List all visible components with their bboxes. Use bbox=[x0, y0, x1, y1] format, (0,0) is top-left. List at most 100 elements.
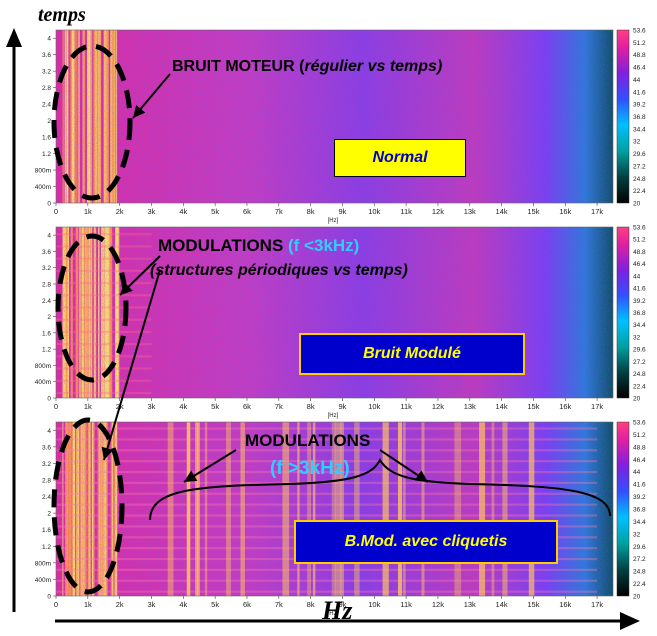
x-tick-label: 4k bbox=[179, 600, 187, 609]
modulation-stripe bbox=[56, 568, 598, 572]
mod-high-arrow-left-head bbox=[184, 470, 198, 482]
panel-frame bbox=[55, 421, 614, 597]
colorbar-tick: 53.6 bbox=[633, 225, 646, 232]
high-freq-band bbox=[354, 422, 360, 596]
y-tick-label: 0 bbox=[47, 594, 51, 601]
x-tick-label: 17k bbox=[591, 600, 603, 609]
modulation-stripe bbox=[56, 306, 152, 309]
high-freq-band bbox=[528, 422, 535, 596]
x-tick-label: 13k bbox=[464, 600, 476, 609]
x-tick-label: 12k bbox=[432, 402, 444, 411]
x-unit-label: [Hz] bbox=[328, 218, 339, 224]
colorbar-tick: 53.6 bbox=[633, 420, 646, 427]
x-tick-label: 3k bbox=[148, 207, 156, 216]
modulation-stripe bbox=[56, 343, 152, 346]
colorbar-tick: 24.8 bbox=[633, 176, 646, 183]
y-tick-label: 3.6 bbox=[42, 249, 51, 256]
colorbar-tick: 27.2 bbox=[633, 556, 646, 563]
x-tick-label: 7k bbox=[275, 207, 283, 216]
colorbar-tick: 46.4 bbox=[633, 457, 646, 464]
colorbar-tick: 36.8 bbox=[633, 114, 646, 121]
colorbar-tick: 39.2 bbox=[633, 298, 646, 305]
colorbar-tick: 51.2 bbox=[633, 40, 646, 47]
colorbar-tick: 29.6 bbox=[633, 151, 646, 158]
colorbar-tick: 41.6 bbox=[633, 89, 646, 96]
colorbar bbox=[616, 226, 630, 399]
high-freq-band bbox=[331, 422, 336, 596]
x-tick-label: 5k bbox=[211, 402, 219, 411]
modulation-stripe bbox=[56, 233, 152, 236]
x-tick-label: 6k bbox=[243, 402, 251, 411]
x-tick-label: 9k bbox=[338, 402, 346, 411]
panel-frame bbox=[55, 226, 614, 399]
y-axis-title: temps bbox=[38, 4, 86, 26]
freq-axis-arrowhead bbox=[620, 612, 640, 630]
y-tick-label: 3.2 bbox=[42, 461, 51, 468]
dashed-ellipse bbox=[51, 417, 125, 595]
colorbar-tick: 20 bbox=[633, 396, 641, 403]
x-tick-label: 13k bbox=[464, 402, 476, 411]
colorbar-tick: 39.2 bbox=[633, 102, 646, 109]
x-tick-label: 1k bbox=[84, 600, 92, 609]
x-tick-label: 12k bbox=[432, 207, 444, 216]
high-freq-band bbox=[421, 422, 425, 596]
colorbar-tick: 34.4 bbox=[633, 126, 646, 133]
x-tick-label: 17k bbox=[591, 402, 603, 411]
colorbar bbox=[616, 421, 630, 597]
x-tick-label: 2k bbox=[116, 600, 124, 609]
x-tick-label: 16k bbox=[559, 402, 571, 411]
high-freq-band bbox=[403, 422, 406, 596]
x-tick-label: 5k bbox=[211, 600, 219, 609]
bruit-module-box: Bruit Modulé bbox=[299, 333, 525, 375]
colorbar-tick: 27.2 bbox=[633, 359, 646, 366]
modulation-stripe bbox=[56, 269, 152, 272]
noise-texture bbox=[56, 422, 613, 596]
high-freq-band bbox=[195, 422, 199, 596]
y-tick-label: 4 bbox=[47, 428, 51, 435]
x-tick-label: 3k bbox=[148, 600, 156, 609]
mod-low-arrow-head bbox=[120, 282, 133, 295]
x-tick-label: 9k bbox=[338, 600, 346, 609]
colorbar-tick: 36.8 bbox=[633, 507, 646, 514]
x-tick-label: 9k bbox=[338, 207, 346, 216]
modulation-stripe bbox=[56, 492, 598, 495]
y-tick-label: 3.6 bbox=[42, 52, 51, 59]
colorbar bbox=[616, 29, 630, 204]
y-tick-label: 0 bbox=[47, 201, 51, 208]
modulation-stripe bbox=[56, 294, 152, 297]
colorbar-tick: 34.4 bbox=[633, 322, 646, 329]
modulation-stripe bbox=[56, 470, 598, 474]
x-tick-label: 4k bbox=[179, 207, 187, 216]
mod-low-long-arrow-head bbox=[101, 446, 114, 460]
modulation-stripe bbox=[56, 590, 598, 593]
x-tick-label: 8k bbox=[307, 402, 315, 411]
modulation-stripe bbox=[56, 460, 598, 463]
y-tick-label: 1.2 bbox=[42, 151, 51, 158]
moteur-arrow-head bbox=[133, 104, 146, 118]
colorbar-tick: 29.6 bbox=[633, 544, 646, 551]
modulation-stripe bbox=[56, 281, 152, 285]
x-unit-label: [Hz] bbox=[328, 413, 339, 419]
modulation-stripe bbox=[56, 503, 598, 506]
high-freq-band bbox=[240, 422, 245, 596]
x-tick-label: 10k bbox=[368, 207, 380, 216]
colorbar-tick: 53.6 bbox=[633, 28, 646, 35]
colorbar-tick: 32 bbox=[633, 334, 641, 341]
high-freq-band bbox=[334, 422, 342, 596]
high-freq-band bbox=[502, 422, 508, 596]
colorbar-tick: 34.4 bbox=[633, 519, 646, 526]
high-freq-band bbox=[282, 422, 290, 596]
high-freq-band bbox=[226, 422, 231, 596]
y-tick-label: 1.6 bbox=[42, 135, 51, 142]
modulation-stripe bbox=[56, 449, 598, 452]
y-tick-label: 800m bbox=[35, 168, 51, 175]
colorbar-tick: 22.4 bbox=[633, 581, 646, 588]
x-tick-label: 12k bbox=[432, 600, 444, 609]
modulation-stripe bbox=[56, 318, 152, 321]
high-freq-band bbox=[398, 422, 403, 596]
y-tick-label: 2.8 bbox=[42, 85, 51, 92]
high-freq-band bbox=[382, 422, 389, 596]
x-tick-label: 14k bbox=[496, 402, 508, 411]
